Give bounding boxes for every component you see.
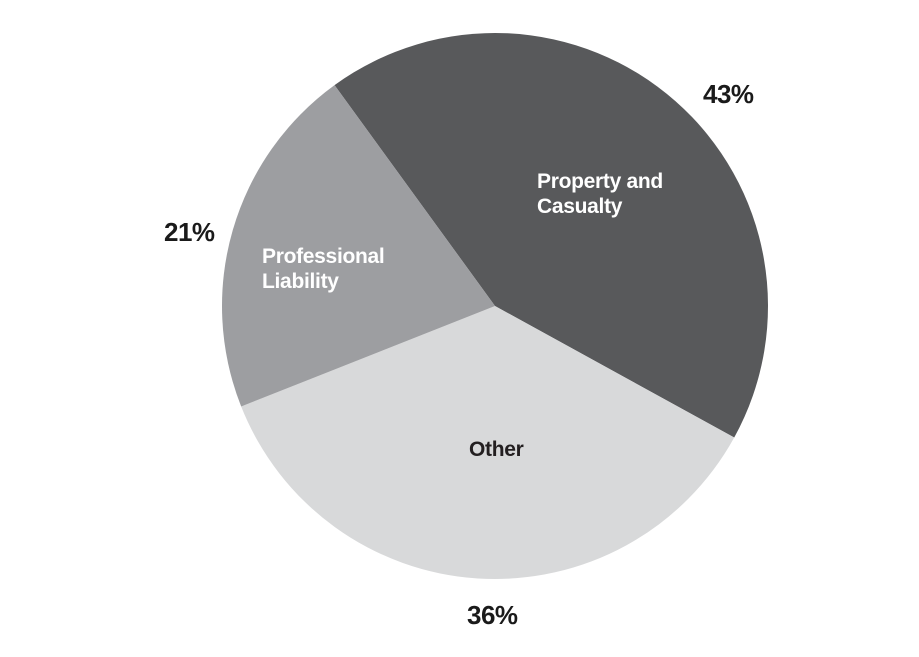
pie-slice-label-line: Liability bbox=[262, 269, 339, 293]
pie-percent-label-property-casualty: 43% bbox=[703, 79, 754, 109]
pie-slice-label-professional-liability: Professional Liability bbox=[262, 245, 385, 295]
pie-percent-label-professional-liability: 21% bbox=[164, 217, 215, 247]
pie-slice-label-line: Professional bbox=[262, 245, 385, 268]
pie-slice-label-property-casualty: Property and Casualty bbox=[537, 170, 663, 220]
pie-slice-label-other: Other bbox=[469, 438, 524, 461]
pie-slice-professional-liability bbox=[221, 85, 496, 407]
pie-slice-other bbox=[241, 306, 735, 580]
pie-slice-label-line: Property and bbox=[537, 170, 663, 193]
pie-slice-property-casualty bbox=[334, 32, 768, 438]
pie-percent-label-other: 36% bbox=[467, 600, 518, 630]
pie-slice-label-line: Casualty bbox=[537, 194, 623, 218]
